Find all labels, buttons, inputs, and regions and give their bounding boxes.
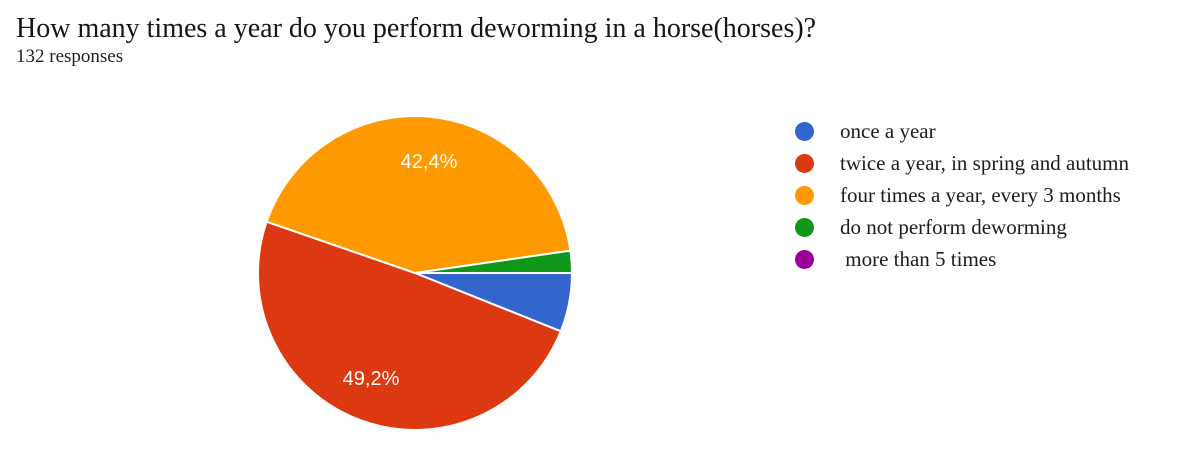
legend-label: twice a year, in spring and autumn <box>840 150 1129 175</box>
chart-title: How many times a year do you perform dew… <box>16 13 817 44</box>
pie-slice-do-not-perform <box>414 249 573 274</box>
response-count: 132 responses <box>16 46 124 67</box>
legend-label: once a year <box>840 118 936 143</box>
pie-slice-four-times-a-year <box>265 114 572 274</box>
legend-item-do-not-perform: do not perform deworming <box>795 211 1129 243</box>
pie-label-twice-a-year: 49,2% <box>343 368 400 390</box>
legend-item-four-times-a-year: four times a year, every 3 months <box>795 179 1129 211</box>
legend-dot-twice-a-year-icon <box>795 153 814 173</box>
legend-label: more than 5 times <box>840 246 997 271</box>
legend-label: do not perform deworming <box>840 214 1067 239</box>
pie-label-four-times-a-year: 42,4% <box>401 151 458 173</box>
legend-dot-once-a-year-icon <box>795 121 814 141</box>
legend-item-more-than-5-times: more than 5 times <box>795 243 1129 275</box>
legend-dot-more-than-5-times-icon <box>795 249 814 269</box>
legend-dot-four-times-a-year-icon <box>795 185 814 205</box>
pie-slice-twice-a-year <box>256 220 562 432</box>
legend-label: four times a year, every 3 months <box>840 182 1121 207</box>
legend-dot-do-not-perform-icon <box>795 217 814 237</box>
pie-chart: 42,4% 49,2% <box>245 103 585 443</box>
legend: once a year twice a year, in spring and … <box>795 115 1129 275</box>
legend-item-twice-a-year: twice a year, in spring and autumn <box>795 147 1129 179</box>
legend-item-once-a-year: once a year <box>795 115 1129 147</box>
